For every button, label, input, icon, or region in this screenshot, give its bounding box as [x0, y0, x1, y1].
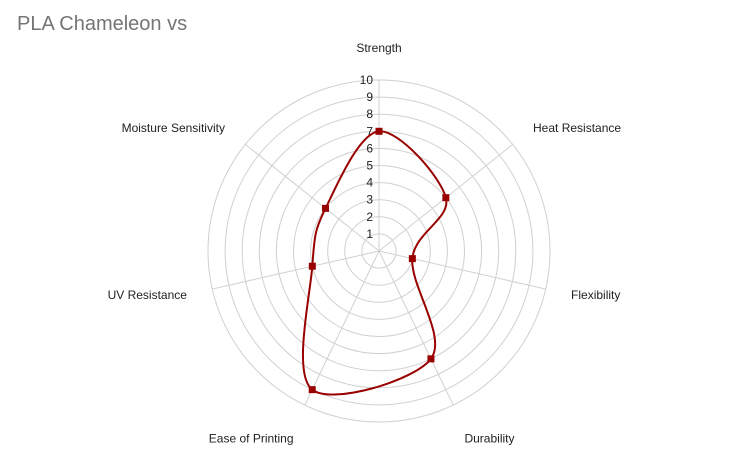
chart-title: PLA Chameleon vs [17, 13, 188, 35]
axis-label: Moisture Sensitivity [122, 121, 225, 135]
tick-label: 4 [366, 176, 373, 190]
data-point [322, 204, 330, 212]
data-point [427, 355, 435, 363]
series-line [301, 130, 448, 396]
grid-spoke [244, 143, 380, 252]
tick-label: 5 [366, 159, 373, 173]
axis-label: Durability [464, 431, 514, 445]
tick-label: 3 [366, 193, 373, 207]
axis-label: Ease of Printing [209, 431, 294, 445]
axis-label: Strength [356, 41, 401, 55]
tick-label: 9 [366, 90, 373, 104]
tick-labels: 1 2 3 4 5 6 7 8 9 10 [360, 73, 374, 241]
data-point [308, 386, 316, 394]
data-point [408, 255, 416, 263]
grid-spoke [378, 250, 546, 290]
tick-label: 2 [366, 210, 373, 224]
axis-label: Flexibility [571, 288, 620, 302]
grid-spoke [212, 250, 380, 290]
data-point [442, 194, 450, 202]
tick-label: 6 [366, 141, 373, 155]
axis-label: Heat Resistance [533, 121, 621, 135]
axis-labels: Strength Heat Resistance Flexibility Durabi… [108, 41, 622, 445]
data-point [308, 262, 316, 270]
grid-spoke [304, 250, 380, 406]
axis-label: UV Resistance [108, 288, 188, 302]
tick-label: 7 [366, 124, 373, 138]
data-point [375, 127, 383, 135]
tick-label: 1 [366, 227, 373, 241]
grid-spoke [378, 250, 454, 406]
series-group [301, 127, 450, 396]
tick-label: 8 [366, 107, 373, 121]
tick-label: 10 [360, 73, 374, 87]
